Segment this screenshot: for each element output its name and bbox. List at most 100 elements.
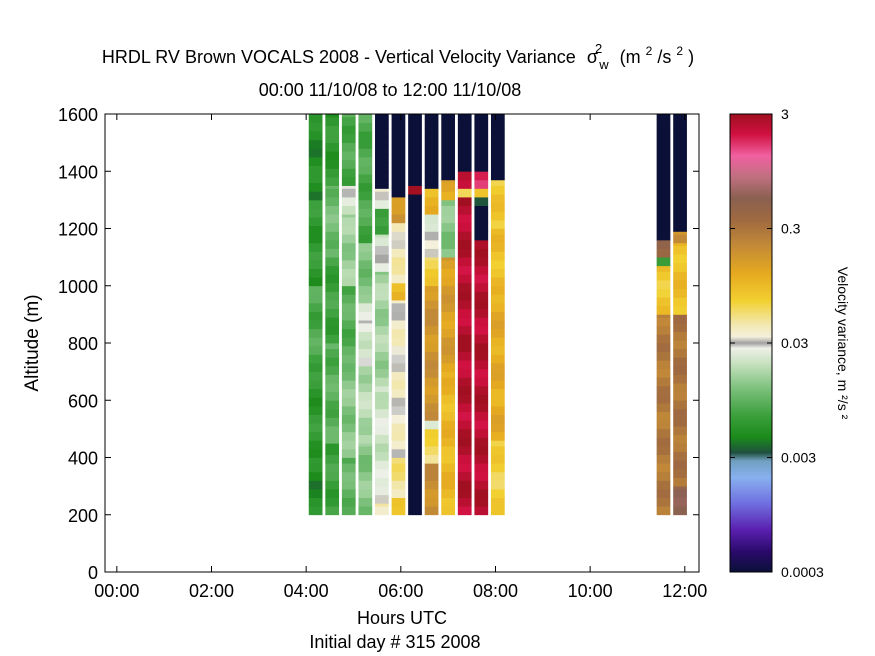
chart-title: HRDL RV Brown VOCALS 2008 - Vertical Vel… bbox=[102, 37, 694, 73]
heatmap-cell bbox=[424, 197, 439, 206]
heatmap-cell bbox=[474, 480, 489, 490]
colorbar-tick-label: 0.0003 bbox=[781, 564, 824, 580]
heatmap-cell bbox=[341, 397, 356, 407]
heatmap-cell bbox=[457, 188, 472, 198]
title-prefix: HRDL RV Brown VOCALS 2008 - Vertical Vel… bbox=[102, 47, 576, 67]
heatmap-cell bbox=[308, 388, 323, 398]
colorbar-ticks: 0.0003 0.003 0.03 0.3 3 bbox=[730, 106, 824, 580]
colorbar bbox=[730, 114, 772, 572]
heatmap-cell bbox=[308, 405, 323, 415]
heatmap-cell bbox=[391, 345, 406, 355]
heatmap-cell bbox=[441, 385, 456, 395]
heatmap-cell bbox=[673, 162, 687, 172]
heatmap-cell bbox=[308, 371, 323, 381]
heatmap-cell bbox=[325, 222, 340, 232]
heatmap-cell bbox=[457, 162, 472, 172]
heatmap-cell bbox=[375, 368, 389, 378]
heatmap-cell bbox=[457, 360, 472, 370]
heatmap-cell bbox=[656, 411, 671, 421]
heatmap-cell bbox=[391, 214, 406, 224]
heatmap-cell bbox=[408, 428, 422, 438]
heatmap-cell bbox=[358, 480, 373, 490]
heatmap-cell bbox=[308, 199, 323, 209]
heatmap-cell bbox=[358, 302, 373, 312]
title-units-sup2: 2 bbox=[676, 44, 683, 58]
heatmap-cell bbox=[375, 343, 389, 352]
title-sigma-sup: 2 bbox=[595, 41, 602, 56]
heatmap-cell bbox=[656, 119, 671, 129]
heatmap-cell bbox=[391, 457, 406, 464]
heatmap-cell bbox=[341, 214, 356, 218]
heatmap-cell bbox=[673, 245, 687, 255]
heatmap-cell bbox=[424, 154, 439, 164]
heatmap-cell bbox=[408, 360, 422, 370]
heatmap-cell bbox=[375, 262, 389, 272]
heatmap-cell bbox=[375, 400, 389, 410]
heatmap-cell bbox=[441, 179, 456, 184]
heatmap-cell bbox=[656, 385, 671, 395]
heatmap-cell bbox=[673, 262, 687, 272]
heatmap-cell bbox=[457, 171, 472, 181]
heatmap-cell bbox=[457, 394, 472, 404]
heatmap-cell bbox=[358, 191, 373, 201]
heatmap-cell bbox=[457, 377, 472, 387]
heatmap-cell bbox=[441, 377, 456, 387]
heatmap-cell bbox=[358, 454, 373, 464]
heatmap-cell bbox=[490, 397, 505, 407]
heatmap-cell bbox=[341, 431, 356, 441]
heatmap-column bbox=[325, 114, 340, 516]
heatmap-cell bbox=[441, 337, 456, 347]
heatmap-cell bbox=[325, 480, 340, 490]
heatmap-cell bbox=[441, 302, 456, 312]
heatmap-cell bbox=[656, 154, 671, 164]
heatmap-cell bbox=[358, 156, 373, 166]
heatmap-cell bbox=[474, 325, 489, 335]
heatmap-cell bbox=[391, 440, 406, 450]
heatmap-cell bbox=[490, 242, 505, 252]
heatmap-cell bbox=[490, 414, 505, 424]
y-tick-label: 800 bbox=[68, 334, 98, 354]
heatmap-cell bbox=[308, 208, 323, 218]
heatmap-cell bbox=[408, 446, 422, 456]
heatmap-cell bbox=[673, 322, 687, 332]
heatmap-cell bbox=[308, 414, 323, 424]
heatmap-cell bbox=[408, 239, 422, 249]
heatmap-cell bbox=[358, 443, 373, 447]
heatmap-cell bbox=[474, 454, 489, 464]
heatmap-column bbox=[358, 114, 373, 516]
heatmap-cell bbox=[424, 360, 439, 370]
heatmap-cell bbox=[408, 325, 422, 335]
heatmap-cell bbox=[424, 351, 439, 361]
heatmap-cell bbox=[441, 214, 456, 224]
heatmap-cell bbox=[424, 145, 439, 155]
heatmap-cell bbox=[656, 368, 671, 378]
heatmap-cell bbox=[673, 197, 687, 206]
heatmap-cell bbox=[325, 383, 340, 393]
heatmap-cell bbox=[341, 176, 356, 186]
heatmap-cell bbox=[308, 457, 323, 464]
heatmap-cell bbox=[424, 471, 439, 481]
heatmap-cell bbox=[341, 328, 356, 338]
heatmap-cell bbox=[358, 217, 373, 227]
heatmap-cell bbox=[358, 434, 373, 444]
heatmap-cell bbox=[441, 463, 456, 473]
heatmap-cell bbox=[441, 497, 456, 507]
heatmap-cell bbox=[457, 282, 472, 292]
heatmap-cell bbox=[308, 114, 323, 123]
heatmap-cell bbox=[673, 426, 687, 435]
heatmap-cell bbox=[490, 294, 505, 304]
heatmap-cell bbox=[673, 434, 687, 444]
heatmap-cell bbox=[341, 168, 356, 178]
heatmap-cell bbox=[656, 280, 671, 290]
heatmap-cell bbox=[424, 179, 439, 189]
heatmap-cell bbox=[656, 420, 671, 430]
heatmap-cell bbox=[457, 488, 472, 498]
heatmap-cell bbox=[441, 259, 456, 269]
heatmap-cell bbox=[358, 374, 373, 384]
heatmap-cell bbox=[358, 174, 373, 184]
heatmap-cell bbox=[656, 271, 671, 281]
heatmap-cell bbox=[308, 497, 323, 507]
heatmap-cell bbox=[656, 351, 671, 361]
heatmap-cell bbox=[457, 437, 472, 447]
heatmap-cell bbox=[358, 348, 373, 358]
